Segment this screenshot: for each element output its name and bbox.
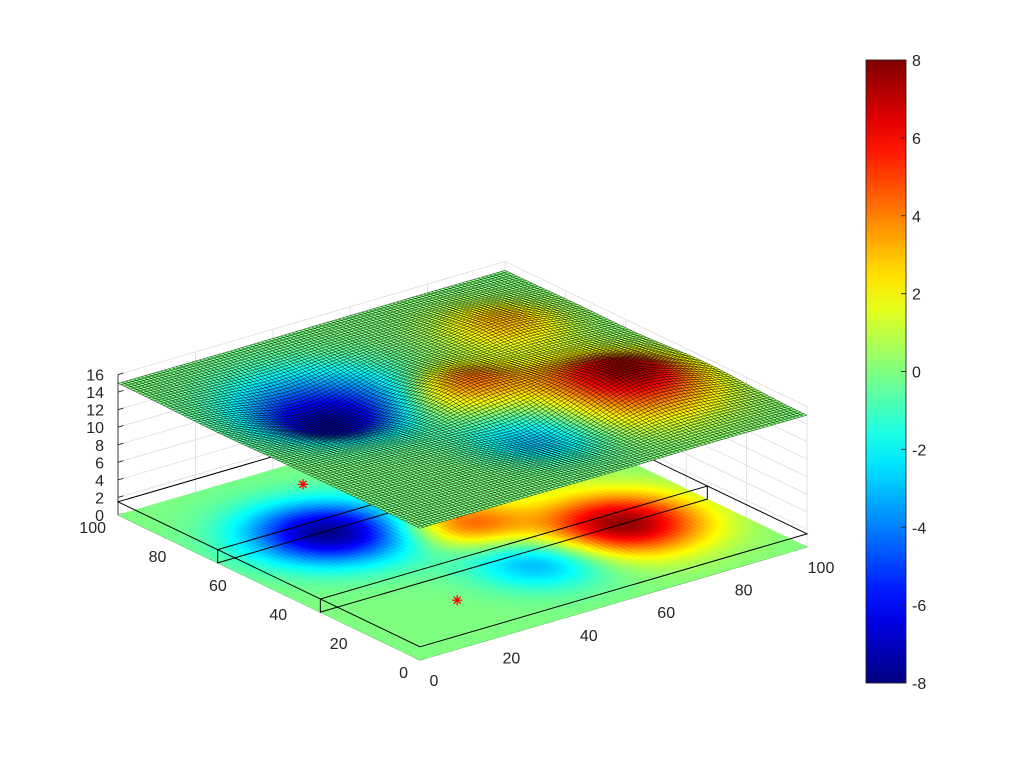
z-tick-mark	[117, 495, 124, 498]
grid-line	[117, 261, 506, 375]
z-tick-mark	[117, 460, 124, 463]
z-tick-mark	[117, 390, 124, 393]
grid-line	[504, 261, 808, 407]
z-tick-mark	[117, 425, 124, 428]
z-tick-mark	[117, 372, 124, 375]
z-tick-mark	[117, 477, 124, 481]
z-tick-mark	[117, 442, 124, 446]
z-tick-mark	[117, 407, 124, 411]
